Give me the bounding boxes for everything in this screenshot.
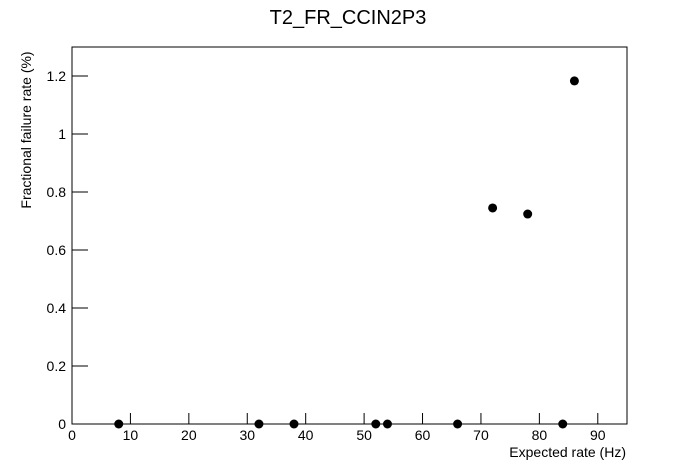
y-tick-label: 0.2 <box>47 358 67 374</box>
y-tick-label: 1 <box>58 126 66 142</box>
point <box>523 209 533 219</box>
x-tick-label: 20 <box>181 427 197 443</box>
point <box>558 419 568 429</box>
point <box>254 419 264 429</box>
x-tick-label: 90 <box>590 427 606 443</box>
y-tick-label: 0.6 <box>47 242 67 258</box>
y-tick-label: 0.4 <box>47 300 67 316</box>
x-tick-label: 0 <box>68 427 76 443</box>
point <box>569 76 579 86</box>
x-tick-label: 60 <box>415 427 431 443</box>
point <box>114 419 124 429</box>
x-tick-label: 70 <box>473 427 489 443</box>
point <box>382 419 392 429</box>
x-tick-label: 40 <box>298 427 314 443</box>
chart-title: T2_FR_CCIN2P3 <box>270 7 427 29</box>
y-tick-label: 1.2 <box>47 68 67 84</box>
x-tick-label: 80 <box>532 427 548 443</box>
x-tick-label: 30 <box>239 427 255 443</box>
y-axis-label: Fractional failure rate (%) <box>18 51 34 208</box>
x-tick-label: 10 <box>123 427 139 443</box>
point <box>289 419 299 429</box>
plot-frame <box>71 46 628 425</box>
x-tick-label: 50 <box>356 427 372 443</box>
point <box>371 419 381 429</box>
point <box>453 419 463 429</box>
point <box>488 203 498 213</box>
y-tick-label: 0.8 <box>47 184 67 200</box>
y-tick-label: 0 <box>58 416 66 432</box>
x-axis-label: Expected rate (Hz) <box>509 444 626 460</box>
